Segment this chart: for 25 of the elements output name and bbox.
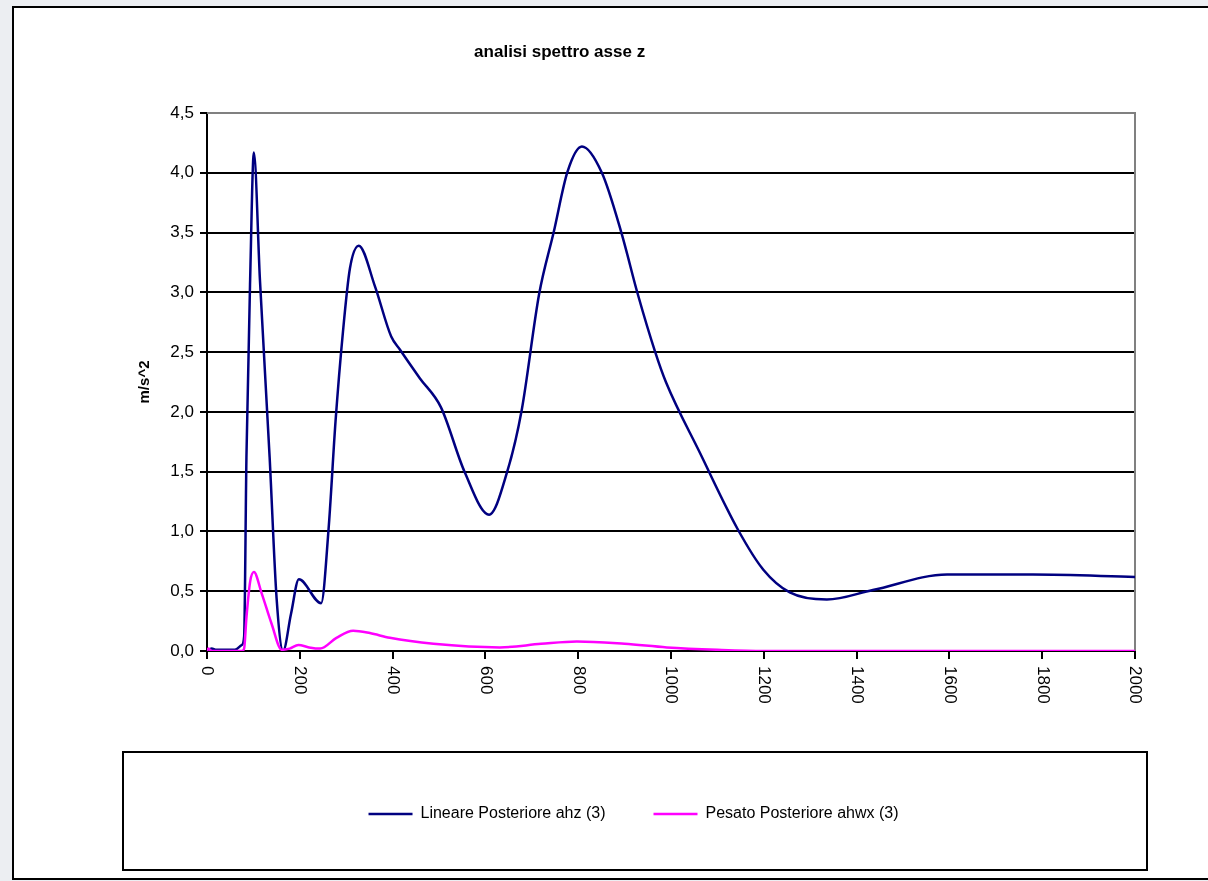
chart-title: analisi spettro asse z [474,41,646,61]
x-tick-label: 1600 [940,666,960,704]
x-tick-label: 2000 [1126,666,1146,704]
x-tick-label: 1000 [662,666,682,704]
x-tick-label: 600 [476,666,496,695]
legend-label: Pesato Posteriore ahwx (3) [705,804,899,822]
y-tick-label: 0,0 [170,640,194,660]
x-tick-label: 1400 [847,666,867,704]
y-tick-label: 2,0 [170,401,194,421]
y-tick-label: 3,0 [170,282,194,302]
x-tick-label: 800 [569,666,589,695]
x-tick-label: 0 [198,666,218,676]
y-tick-label: 0,5 [170,580,194,600]
y-tick-label: 4,5 [170,102,194,122]
x-tick-label: 200 [291,666,311,695]
y-tick-label: 2,5 [170,341,194,361]
legend-label: Lineare Posteriore ahz (3) [420,804,606,822]
y-tick-label: 1,5 [170,461,194,481]
y-tick-label: 1,0 [170,521,194,541]
x-tick-label: 1200 [755,666,775,704]
y-tick-label: 4,0 [170,162,194,182]
y-axis-title: m/s^2 [135,360,153,404]
x-tick-label: 1800 [1033,666,1053,704]
y-tick-label: 3,5 [170,222,194,242]
x-tick-label: 400 [383,666,403,695]
